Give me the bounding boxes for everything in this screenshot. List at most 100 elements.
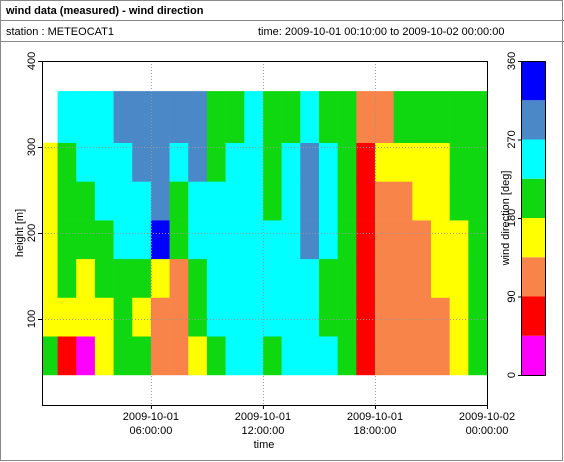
cell <box>132 91 152 143</box>
time-range: time: 2009-10-01 00:10:00 to 2009-10-02 … <box>258 26 504 38</box>
cell <box>132 220 152 260</box>
colorbar-band <box>521 61 545 101</box>
cell <box>412 297 432 337</box>
cell <box>244 297 264 337</box>
cell <box>169 336 189 376</box>
cell <box>412 142 432 182</box>
colorbar-band <box>521 178 545 218</box>
cell <box>113 220 133 260</box>
cell <box>150 336 170 376</box>
cell <box>94 91 114 143</box>
cell <box>281 142 301 182</box>
x-tick-label: 2009-10-02 00:00:00 <box>459 411 515 437</box>
cell <box>318 336 338 376</box>
cell <box>94 142 114 182</box>
cell <box>318 142 338 182</box>
cell <box>169 91 189 143</box>
cell <box>430 336 450 376</box>
cell <box>188 181 208 221</box>
cell <box>76 181 96 221</box>
cell <box>188 91 208 143</box>
cell <box>225 181 245 221</box>
x-tick-label: 2009-10-01 18:00:00 <box>347 411 403 437</box>
colorbar-label: wind direction [deg] <box>500 171 512 267</box>
cell <box>356 297 376 337</box>
cell <box>169 142 189 182</box>
cell <box>206 297 226 337</box>
cell <box>430 181 450 221</box>
cell <box>76 91 96 143</box>
cell <box>430 297 450 337</box>
cell <box>244 181 264 221</box>
cell <box>374 336 394 376</box>
cell <box>150 220 170 260</box>
cell <box>393 258 413 298</box>
cell <box>225 91 245 143</box>
cell <box>262 258 282 298</box>
cell <box>356 142 376 182</box>
y-axis-label: height [m] <box>14 209 26 257</box>
cell <box>188 258 208 298</box>
x-tick-label: 2009-10-01 06:00:00 <box>123 411 179 437</box>
cell <box>76 297 96 337</box>
cell <box>356 336 376 376</box>
cell <box>468 142 488 182</box>
cell <box>206 220 226 260</box>
cell <box>57 181 77 221</box>
cell <box>374 142 394 182</box>
cell <box>337 336 357 376</box>
cell <box>169 220 189 260</box>
cell <box>188 142 208 182</box>
cell <box>262 181 282 221</box>
cell <box>188 336 208 376</box>
colorbar-band <box>521 296 545 336</box>
cell <box>150 297 170 337</box>
colorbar-band <box>521 257 545 297</box>
cell <box>244 142 264 182</box>
cell <box>76 220 96 260</box>
cell <box>244 91 264 143</box>
cell <box>449 336 469 376</box>
cell <box>393 142 413 182</box>
x-axis-label: time <box>254 439 275 451</box>
colorbar-band <box>521 100 545 140</box>
cell <box>132 258 152 298</box>
colorbar-tick-label: 0 <box>506 372 518 378</box>
cell <box>468 181 488 221</box>
cell <box>206 91 226 143</box>
cell <box>57 220 77 260</box>
cell <box>94 336 114 376</box>
cell <box>318 181 338 221</box>
cell <box>132 297 152 337</box>
y-tick-label: 300 <box>26 138 38 156</box>
cell <box>150 181 170 221</box>
cell <box>430 220 450 260</box>
cell <box>262 336 282 376</box>
cell <box>169 297 189 337</box>
cell <box>337 220 357 260</box>
cell <box>281 297 301 337</box>
cell <box>318 297 338 337</box>
cell <box>374 91 394 143</box>
cell <box>42 142 58 182</box>
cell <box>76 336 96 376</box>
cell <box>449 220 469 260</box>
cell <box>42 336 58 376</box>
cell <box>57 258 77 298</box>
window-title: wind data (measured) - wind direction <box>5 5 204 17</box>
cell <box>300 142 320 182</box>
cell <box>468 258 488 298</box>
cell <box>76 258 96 298</box>
cell <box>374 220 394 260</box>
colorbar-tick-label: 180 <box>506 209 518 227</box>
y-tick-label: 200 <box>26 224 38 242</box>
cell <box>412 181 432 221</box>
cell <box>412 220 432 260</box>
cell <box>318 258 338 298</box>
y-tick-label: 400 <box>26 52 38 70</box>
cell <box>393 181 413 221</box>
cell <box>57 297 77 337</box>
cell <box>468 220 488 260</box>
colorbar-frame <box>521 61 546 376</box>
